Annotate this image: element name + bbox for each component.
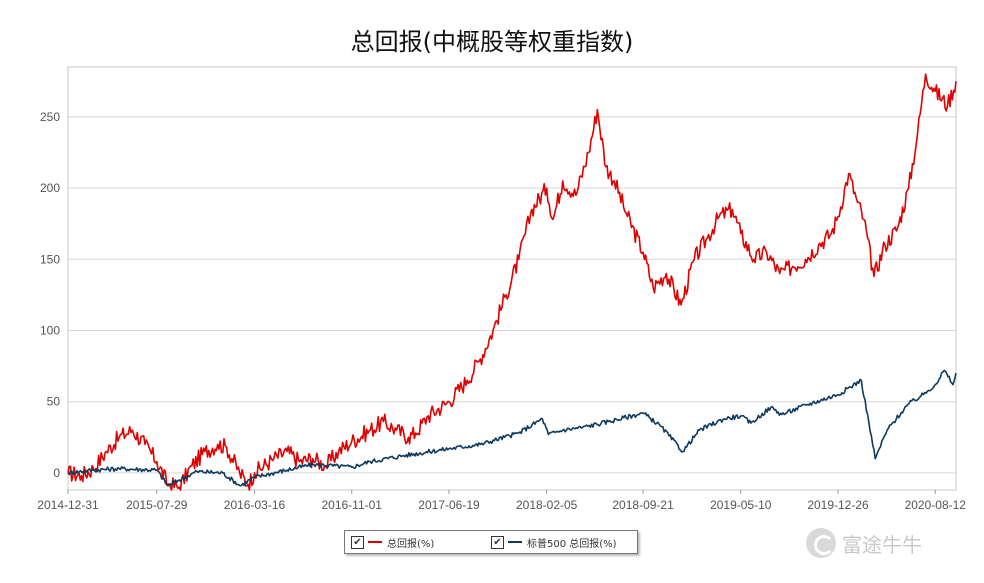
checkbox-icon[interactable]: ✔ <box>351 535 364 549</box>
legend-item-sp500-return[interactable]: ✔ 标普500 总回报(%) <box>491 535 617 550</box>
y-tick-label: 200 <box>40 181 60 195</box>
futu-logo-icon <box>806 528 836 558</box>
y-tick-label: 250 <box>40 110 60 124</box>
watermark-text: 富途牛牛 <box>842 532 922 557</box>
series-lines <box>67 73 957 491</box>
plot-frame <box>67 66 957 491</box>
series-line-sp500-return <box>67 369 957 487</box>
x-tick-label: 2018-09-21 <box>612 498 674 512</box>
legend-label-sp500-return: 标普500 总回报(%) <box>527 538 617 550</box>
x-tick-label: 2016-03-16 <box>224 498 286 512</box>
x-tick-label: 2014-12-31 <box>37 498 99 512</box>
y-tick-label: 150 <box>40 252 60 266</box>
chart-legend: ✔ 总回报(%) ✔ 标普500 总回报(%) <box>344 530 638 554</box>
futu-watermark: 富途牛牛 <box>806 528 922 558</box>
x-tick-label: 2016-11-01 <box>321 498 382 512</box>
x-tick-label: 2019-12-26 <box>807 498 869 512</box>
legend-swatch-sp500-return <box>508 541 522 543</box>
x-tick-label: 2019-05-10 <box>710 498 772 512</box>
x-tick-label: 2015-07-29 <box>126 498 188 512</box>
series-line-total-return <box>67 73 957 491</box>
grid-lines <box>68 116 956 474</box>
legend-item-total-return[interactable]: ✔ 总回报(%) <box>351 535 435 550</box>
axes <box>67 66 957 494</box>
tick-labels: 0 50 100 150 200 250 2014-12-31 2015-07-29 2016-… <box>37 110 966 512</box>
x-tick-label: 2017-06-19 <box>418 498 480 512</box>
x-tick-label: 2020-08-12 <box>905 498 967 512</box>
y-tick-label: 0 <box>53 466 60 480</box>
legend-label-total-return: 总回报(%) <box>387 538 435 550</box>
checkbox-icon[interactable]: ✔ <box>491 535 504 549</box>
chart-title: 总回报(中概股等权重指数) <box>350 28 634 56</box>
y-tick-label: 50 <box>47 395 61 409</box>
y-tick-label: 100 <box>40 323 60 337</box>
x-tick-label: 2018-02-05 <box>516 498 578 512</box>
legend-swatch-total-return <box>368 541 382 543</box>
